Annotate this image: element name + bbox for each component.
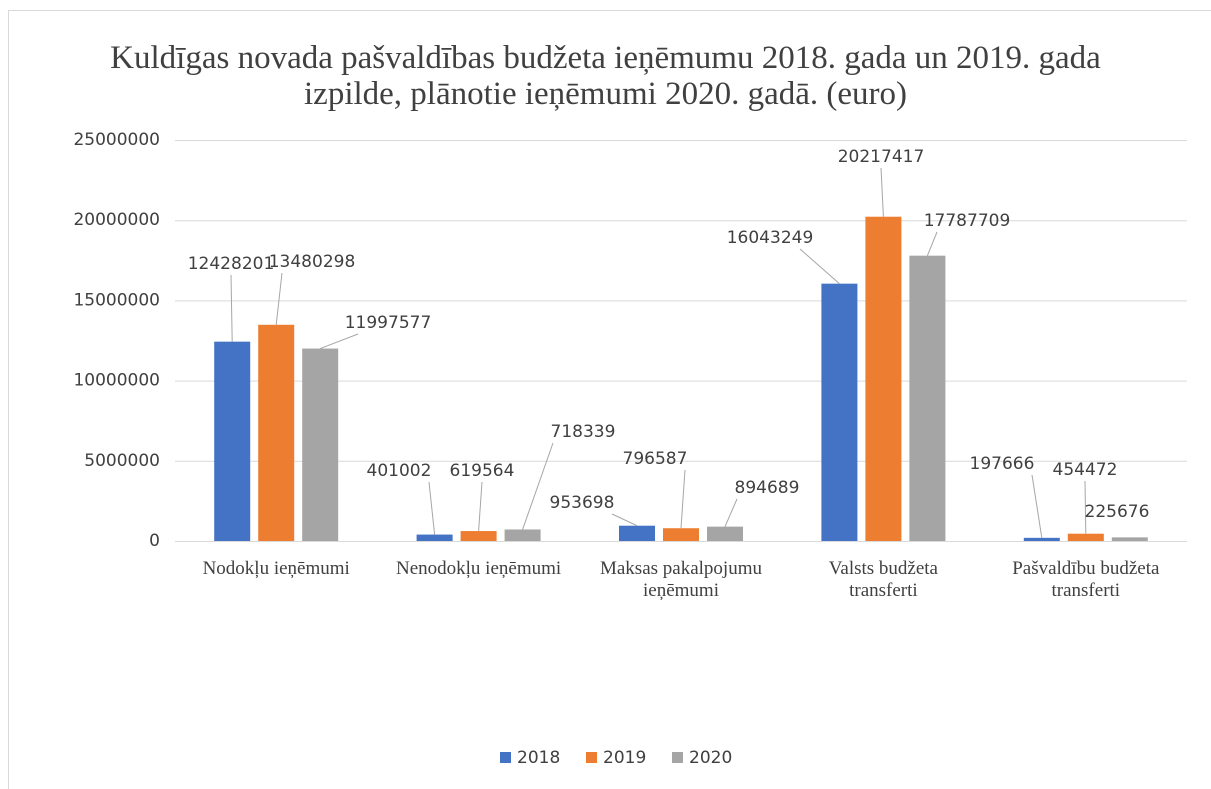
bar — [416, 534, 453, 541]
legend-label: 2019 — [603, 748, 646, 768]
x-tick-label: Valsts budžeta transferti — [828, 558, 938, 601]
data-label: 16043249 — [727, 228, 814, 248]
data-label: 796587 — [623, 449, 688, 469]
data-label: 12428201 — [188, 254, 275, 274]
data-label: 17787709 — [924, 211, 1011, 231]
data-label: 454472 — [1053, 460, 1118, 480]
data-label: 401002 — [367, 461, 432, 481]
leader-line — [680, 469, 686, 529]
y-tick-label: 15000000 — [73, 290, 160, 310]
data-label: 11997577 — [345, 313, 432, 333]
data-label: 197666 — [970, 454, 1035, 474]
leader-line — [320, 333, 359, 350]
leader-line — [926, 231, 938, 256]
bar — [214, 341, 251, 541]
data-label: 894689 — [735, 478, 800, 498]
leader-line — [611, 513, 638, 527]
legend-swatch — [672, 752, 683, 763]
chart-title: Kuldīgas novada pašvaldības budžeta ieņē… — [110, 40, 1101, 112]
x-tick-label: Nodokļu ieņēmumi — [202, 558, 350, 579]
data-label: 13480298 — [269, 252, 356, 272]
leader-line — [724, 498, 738, 527]
legend-swatch — [500, 752, 511, 763]
data-label: 225676 — [1085, 502, 1150, 522]
y-tick-label: 0 — [149, 531, 160, 551]
bar — [821, 283, 858, 541]
bar — [707, 526, 743, 541]
bar — [663, 528, 699, 541]
bar — [909, 255, 946, 541]
bar — [619, 525, 655, 541]
leader-line — [428, 481, 436, 535]
leader-line — [880, 167, 884, 217]
leader-line — [1031, 474, 1043, 538]
leader-line — [478, 481, 483, 532]
leader-line — [522, 442, 554, 530]
chart-frame — [8, 10, 1211, 789]
bar — [258, 324, 295, 541]
leader-line — [799, 248, 840, 285]
leader-line — [275, 272, 283, 325]
x-tick-label: Maksas pakalpojumu ieņēmumi — [599, 558, 762, 601]
bar — [1023, 537, 1060, 541]
bar — [865, 216, 902, 541]
bar — [460, 531, 497, 541]
x-tick-label: Pašvaldību budžeta transferti — [1012, 558, 1160, 601]
bar — [1067, 533, 1104, 541]
data-label: 619564 — [450, 461, 515, 481]
bar — [302, 348, 339, 541]
bar — [1111, 537, 1148, 541]
x-tick-label: Nenodokļu ieņēmumi — [396, 558, 562, 579]
leader-line — [1084, 480, 1087, 534]
y-tick-label: 10000000 — [73, 371, 160, 391]
data-label: 718339 — [551, 422, 616, 442]
legend-label: 2018 — [517, 748, 560, 768]
y-tick-label: 5000000 — [84, 451, 160, 471]
y-tick-label: 25000000 — [73, 130, 160, 150]
legend-swatch — [586, 752, 597, 763]
leader-line — [230, 274, 233, 342]
bar — [504, 529, 541, 541]
data-label: 20217417 — [838, 147, 925, 167]
legend-label: 2020 — [689, 748, 732, 768]
data-label: 953698 — [550, 493, 615, 513]
y-tick-label: 20000000 — [73, 210, 160, 230]
